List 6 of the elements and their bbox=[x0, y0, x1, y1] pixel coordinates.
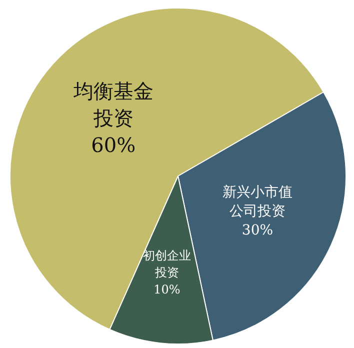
slice-label: 初创企业投资 bbox=[142, 248, 191, 280]
data-label: 30% bbox=[242, 222, 274, 238]
data-label: 60% bbox=[91, 132, 136, 157]
data-label: 10% bbox=[154, 282, 180, 297]
slice-label: 均衡基金投资 bbox=[72, 78, 154, 130]
slice-label: 新兴小市值公司投资 bbox=[222, 184, 292, 220]
